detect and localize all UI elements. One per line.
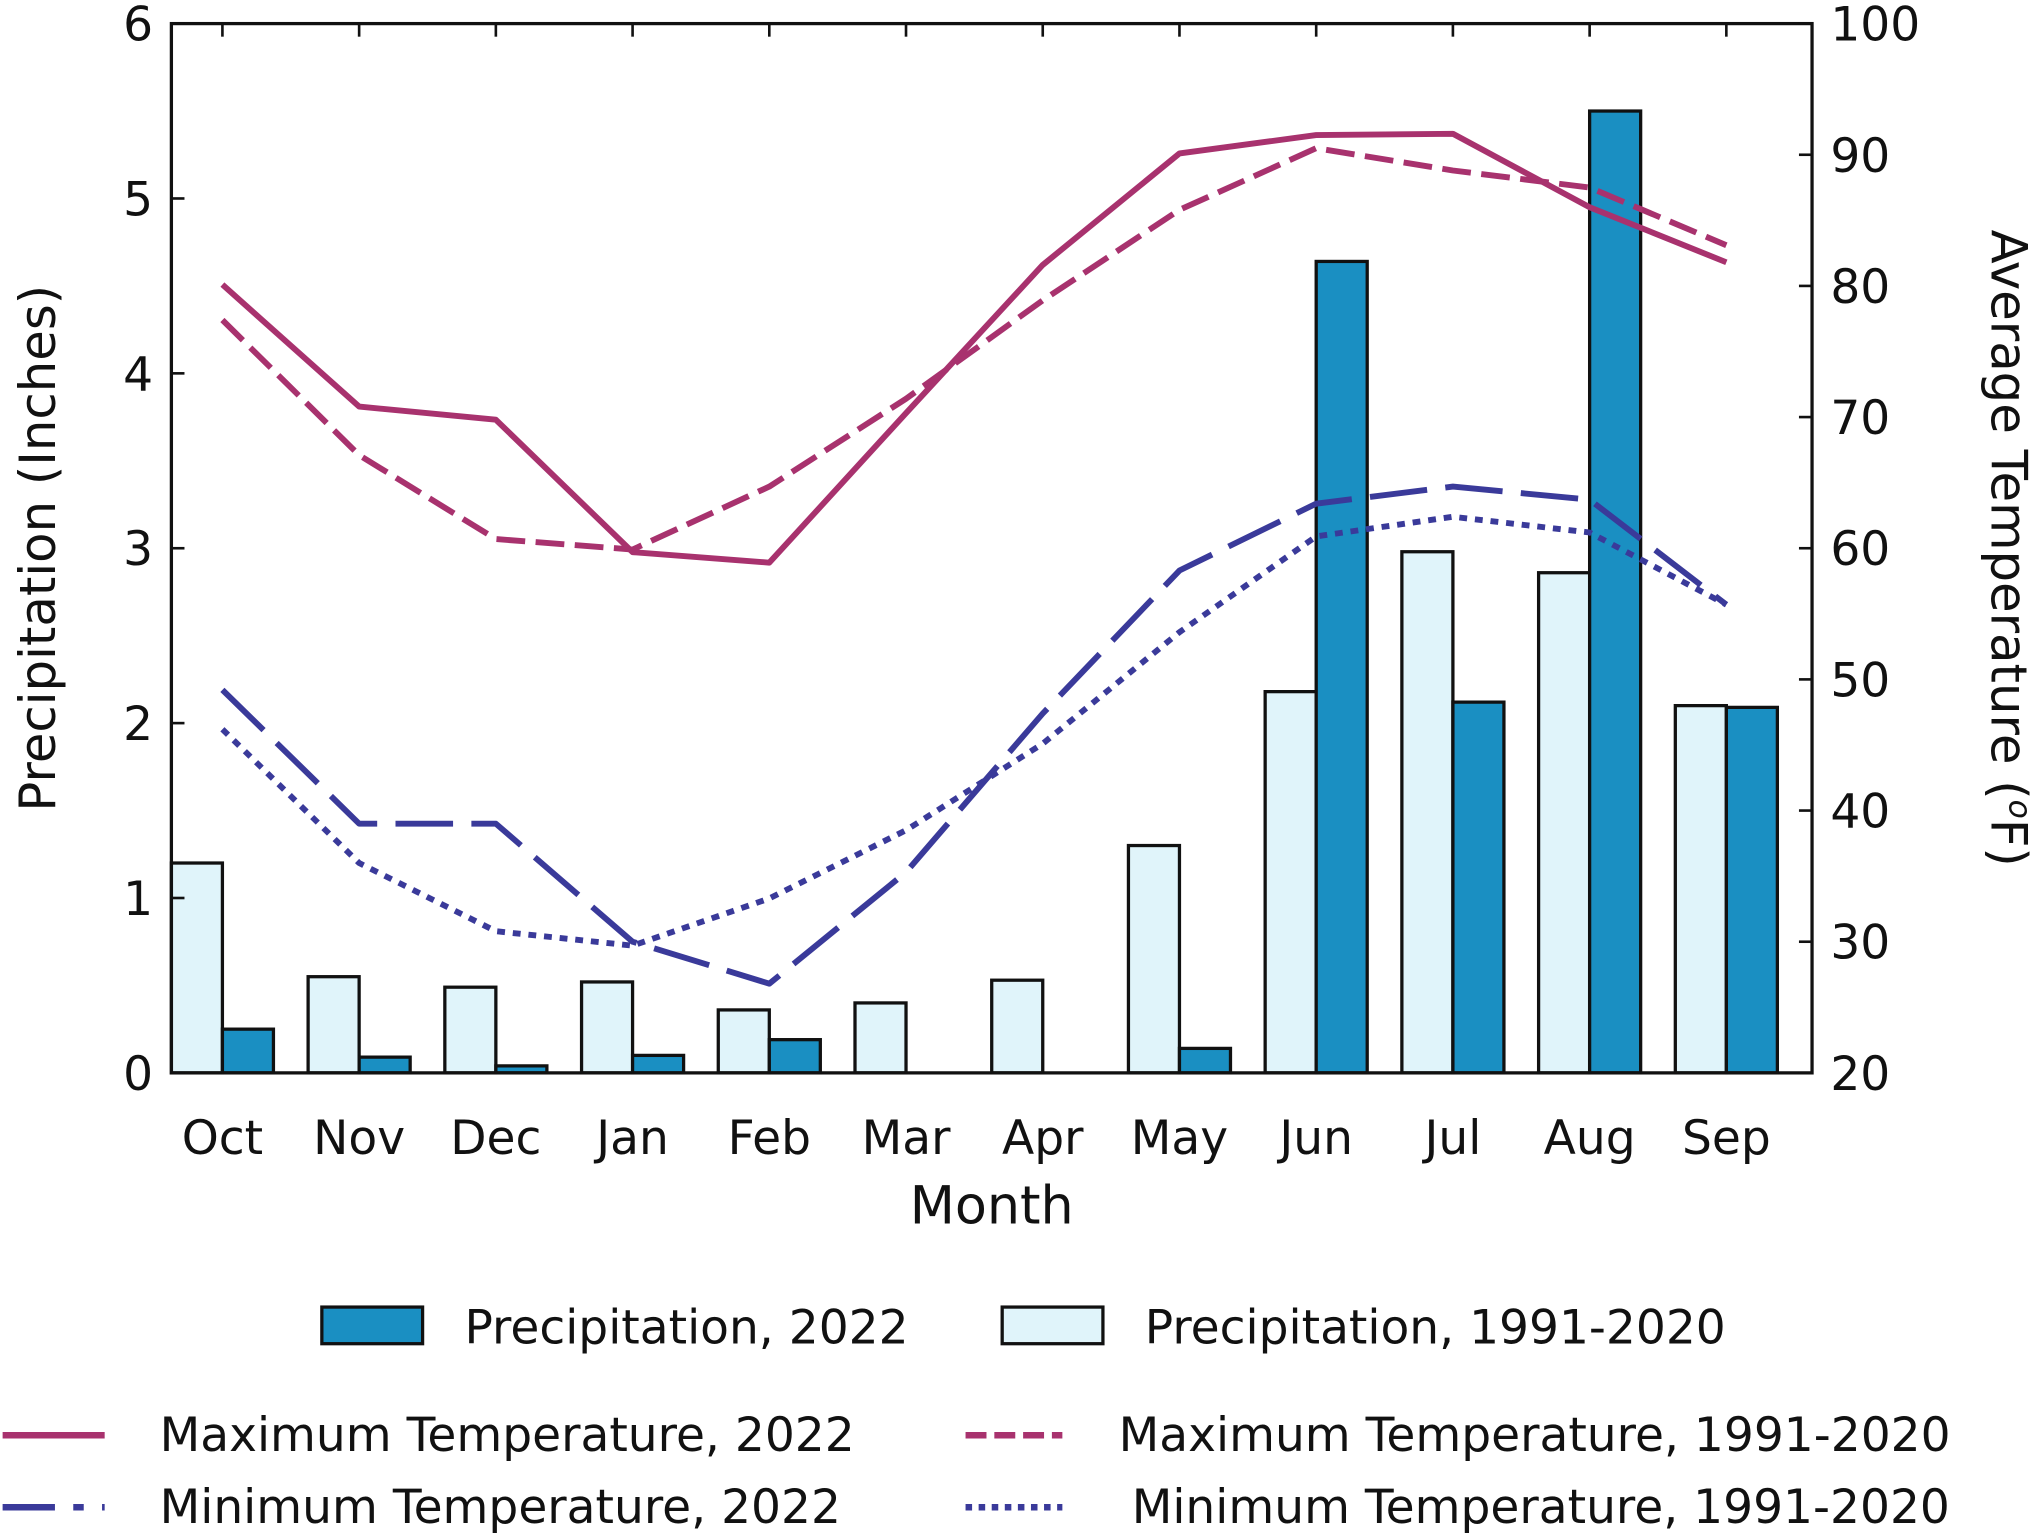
x-tick-label: Jul <box>1421 1111 1481 1166</box>
line-maximum-temperature-2022 <box>220 130 1728 566</box>
y-right-tick-label: 80 <box>1830 260 1890 315</box>
bar-precip-normal <box>1536 571 1592 1075</box>
y-left-tick-label: 3 <box>123 522 153 577</box>
y-left-tick-label: 2 <box>123 697 153 752</box>
bar-precip-normal <box>579 980 635 1075</box>
bar-precip-normal <box>1400 550 1455 1075</box>
legend: Precipitation, 2022 Precipitation, 1991-… <box>2 1301 1951 1535</box>
y-left-tick-label: 0 <box>123 1047 153 1102</box>
y-left-tick-label: 4 <box>123 347 153 402</box>
y-left-tick-label: 1 <box>123 872 153 927</box>
legend-swatch-precip-normal <box>1000 1305 1105 1346</box>
axis-ticks: Oct Nov Dec Jan Feb Mar Apr May Jun Jul Aug Sep 0 1 2 3… <box>123 0 1920 1166</box>
bar-precip-2022 <box>630 1053 686 1075</box>
y-axis-right-title-text: Average Temperature ( <box>1979 230 2037 800</box>
x-tick-label: Oct <box>182 1111 263 1166</box>
bar-precip-normal <box>853 1001 908 1075</box>
line-minimum-temperature-1991-2020 <box>220 513 1728 949</box>
legend-label-min-normal: Minimum Temperature, 1991-2020 <box>1132 1480 1950 1535</box>
temperature-lines <box>220 130 1729 987</box>
bar-precip-2022 <box>1314 259 1369 1075</box>
x-tick-label: Aug <box>1544 1111 1636 1166</box>
bar-precip-2022 <box>1724 705 1780 1075</box>
y-right-tick-label: 40 <box>1830 785 1890 840</box>
bar-precip-normal <box>1263 690 1318 1075</box>
x-tick-label: May <box>1131 1111 1228 1166</box>
x-tick-label: Jan <box>593 1111 669 1166</box>
x-tick-label: Apr <box>1002 1111 1084 1166</box>
legend-label-min-2022: Minimum Temperature, 2022 <box>160 1480 841 1535</box>
x-axis-title: Month <box>910 1175 1074 1236</box>
y-right-tick-label: 90 <box>1830 129 1890 184</box>
bar-precip-normal <box>169 861 225 1075</box>
x-tick-label: Sep <box>1682 1111 1771 1166</box>
x-tick-label: Mar <box>862 1111 951 1166</box>
legend-swatch-precip-2022 <box>320 1305 425 1346</box>
legend-label-max-2022: Maximum Temperature, 2022 <box>160 1408 855 1463</box>
bar-precip-normal <box>443 985 498 1075</box>
bar-precip-2022 <box>1587 109 1643 1075</box>
bar-precip-2022 <box>220 1027 276 1075</box>
x-tick-label: Nov <box>313 1111 405 1166</box>
y-axis-left-title: Precipitation (Inches) <box>9 285 67 812</box>
y-right-tick-label: 60 <box>1830 522 1890 577</box>
bar-precip-normal <box>716 1008 771 1075</box>
y-right-tick-label: 30 <box>1830 916 1890 971</box>
legend-label-max-normal: Maximum Temperature, 1991-2020 <box>1119 1408 1951 1463</box>
x-tick-label: Feb <box>728 1111 811 1166</box>
bars <box>169 109 1780 1075</box>
y-left-tick-label: 5 <box>123 172 153 227</box>
y-right-tick-label: 20 <box>1830 1047 1890 1102</box>
bar-precip-normal <box>1673 703 1728 1075</box>
y-axis-right-title-sup: o <box>2002 800 2038 819</box>
x-tick-label: Dec <box>450 1111 541 1166</box>
line-minimum-temperature-2022 <box>220 483 1729 987</box>
bar-precip-normal <box>306 975 361 1075</box>
legend-label-precip-2022: Precipitation, 2022 <box>464 1301 908 1356</box>
y-right-tick-label: 70 <box>1830 391 1890 446</box>
bar-precip-2022 <box>767 1038 822 1075</box>
y-right-tick-label: 50 <box>1830 653 1890 708</box>
bar-precip-normal <box>990 978 1045 1075</box>
bar-precip-normal <box>1126 843 1182 1075</box>
y-axis-right-title: Average Temperature (oF) <box>1979 230 2037 867</box>
line-maximum-temperature-1991-2020 <box>220 145 1728 553</box>
bar-precip-2022 <box>357 1055 412 1075</box>
y-right-tick-label: 100 <box>1830 0 1920 53</box>
bar-precip-2022 <box>1451 700 1506 1075</box>
y-left-tick-label: 6 <box>123 0 153 53</box>
x-tick-label: Jun <box>1276 1111 1353 1166</box>
legend-label-precip-normal: Precipitation, 1991-2020 <box>1145 1301 1726 1356</box>
y-axis-right-title-unit: F) <box>1979 819 2037 867</box>
bar-precip-2022 <box>1177 1046 1233 1075</box>
